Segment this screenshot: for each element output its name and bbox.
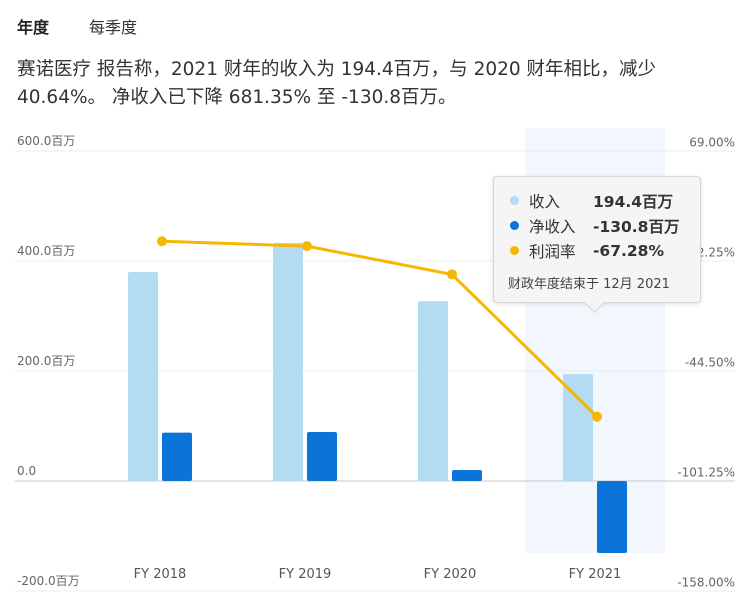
left-tick-label: 200.0百万 bbox=[17, 354, 75, 368]
tooltip-revenue-value: 194.4百万 bbox=[593, 192, 674, 211]
revenue-legend-dot bbox=[510, 196, 519, 205]
tooltip-row-margin: 利润率 -67.28% bbox=[508, 238, 686, 263]
margin-point[interactable] bbox=[592, 411, 602, 422]
net-income-bar[interactable] bbox=[597, 481, 627, 553]
right-tick-label: -158.00% bbox=[677, 576, 735, 590]
chart-tooltip: 收入 194.4百万 净收入 -130.8百万 利润率 -67.28% 财政年度… bbox=[493, 176, 701, 303]
tooltip-net-label: 净收入 bbox=[529, 217, 576, 236]
right-tick-label: -44.50% bbox=[685, 356, 735, 370]
tooltip-footer: 财政年度结束于 12月 2021 bbox=[508, 277, 670, 292]
net-income-legend-dot bbox=[510, 221, 519, 230]
revenue-bar[interactable] bbox=[273, 242, 303, 481]
net-income-bar[interactable] bbox=[307, 432, 337, 481]
right-tick-label: 69.00% bbox=[689, 136, 735, 150]
tooltip-margin-label: 利润率 bbox=[529, 242, 576, 261]
financial-summary: 赛诺医疗 报告称，2021 财年的收入为 194.4百万，与 2020 财年相比… bbox=[17, 59, 657, 108]
tooltip-row-net-income: 净收入 -130.8百万 bbox=[508, 213, 686, 238]
left-tick-label: 0.0 bbox=[17, 464, 36, 478]
net-income-bar[interactable] bbox=[162, 432, 192, 481]
x-tick-label: FY 2020 bbox=[424, 567, 477, 582]
left-tick-label: 600.0百万 bbox=[17, 134, 75, 148]
tooltip-net-value: -130.8百万 bbox=[593, 217, 680, 236]
margin-point[interactable] bbox=[302, 241, 312, 252]
revenue-bar[interactable] bbox=[418, 301, 448, 481]
right-tick-label: -101.25% bbox=[677, 466, 735, 480]
tooltip-row-revenue: 收入 194.4百万 bbox=[508, 188, 686, 213]
x-axis-labels: FY 2018 FY 2019 FY 2020 FY 2021 bbox=[134, 567, 622, 582]
left-tick-label: -200.0百万 bbox=[17, 574, 80, 588]
tab-annual[interactable]: 年度 bbox=[17, 18, 50, 37]
revenue-bar[interactable] bbox=[128, 272, 158, 481]
tooltip-margin-value: -67.28% bbox=[593, 241, 664, 260]
tooltip-revenue-label: 收入 bbox=[529, 192, 561, 211]
left-axis-ticks: 600.0百万 400.0百万 200.0百万 0.0 -200.0百万 bbox=[17, 134, 80, 588]
margin-legend-dot bbox=[510, 246, 519, 255]
x-tick-label: FY 2018 bbox=[134, 567, 187, 582]
net-income-bar[interactable] bbox=[452, 470, 482, 481]
period-tabs: 年度 每季度 bbox=[17, 14, 137, 38]
left-tick-label: 400.0百万 bbox=[17, 244, 75, 258]
revenue-bar[interactable] bbox=[563, 374, 593, 481]
tab-quarterly[interactable]: 每季度 bbox=[89, 18, 138, 37]
x-tick-label: FY 2021 bbox=[569, 567, 622, 582]
x-tick-label: FY 2019 bbox=[279, 567, 332, 582]
margin-point[interactable] bbox=[157, 236, 167, 247]
margin-point[interactable] bbox=[447, 269, 457, 280]
